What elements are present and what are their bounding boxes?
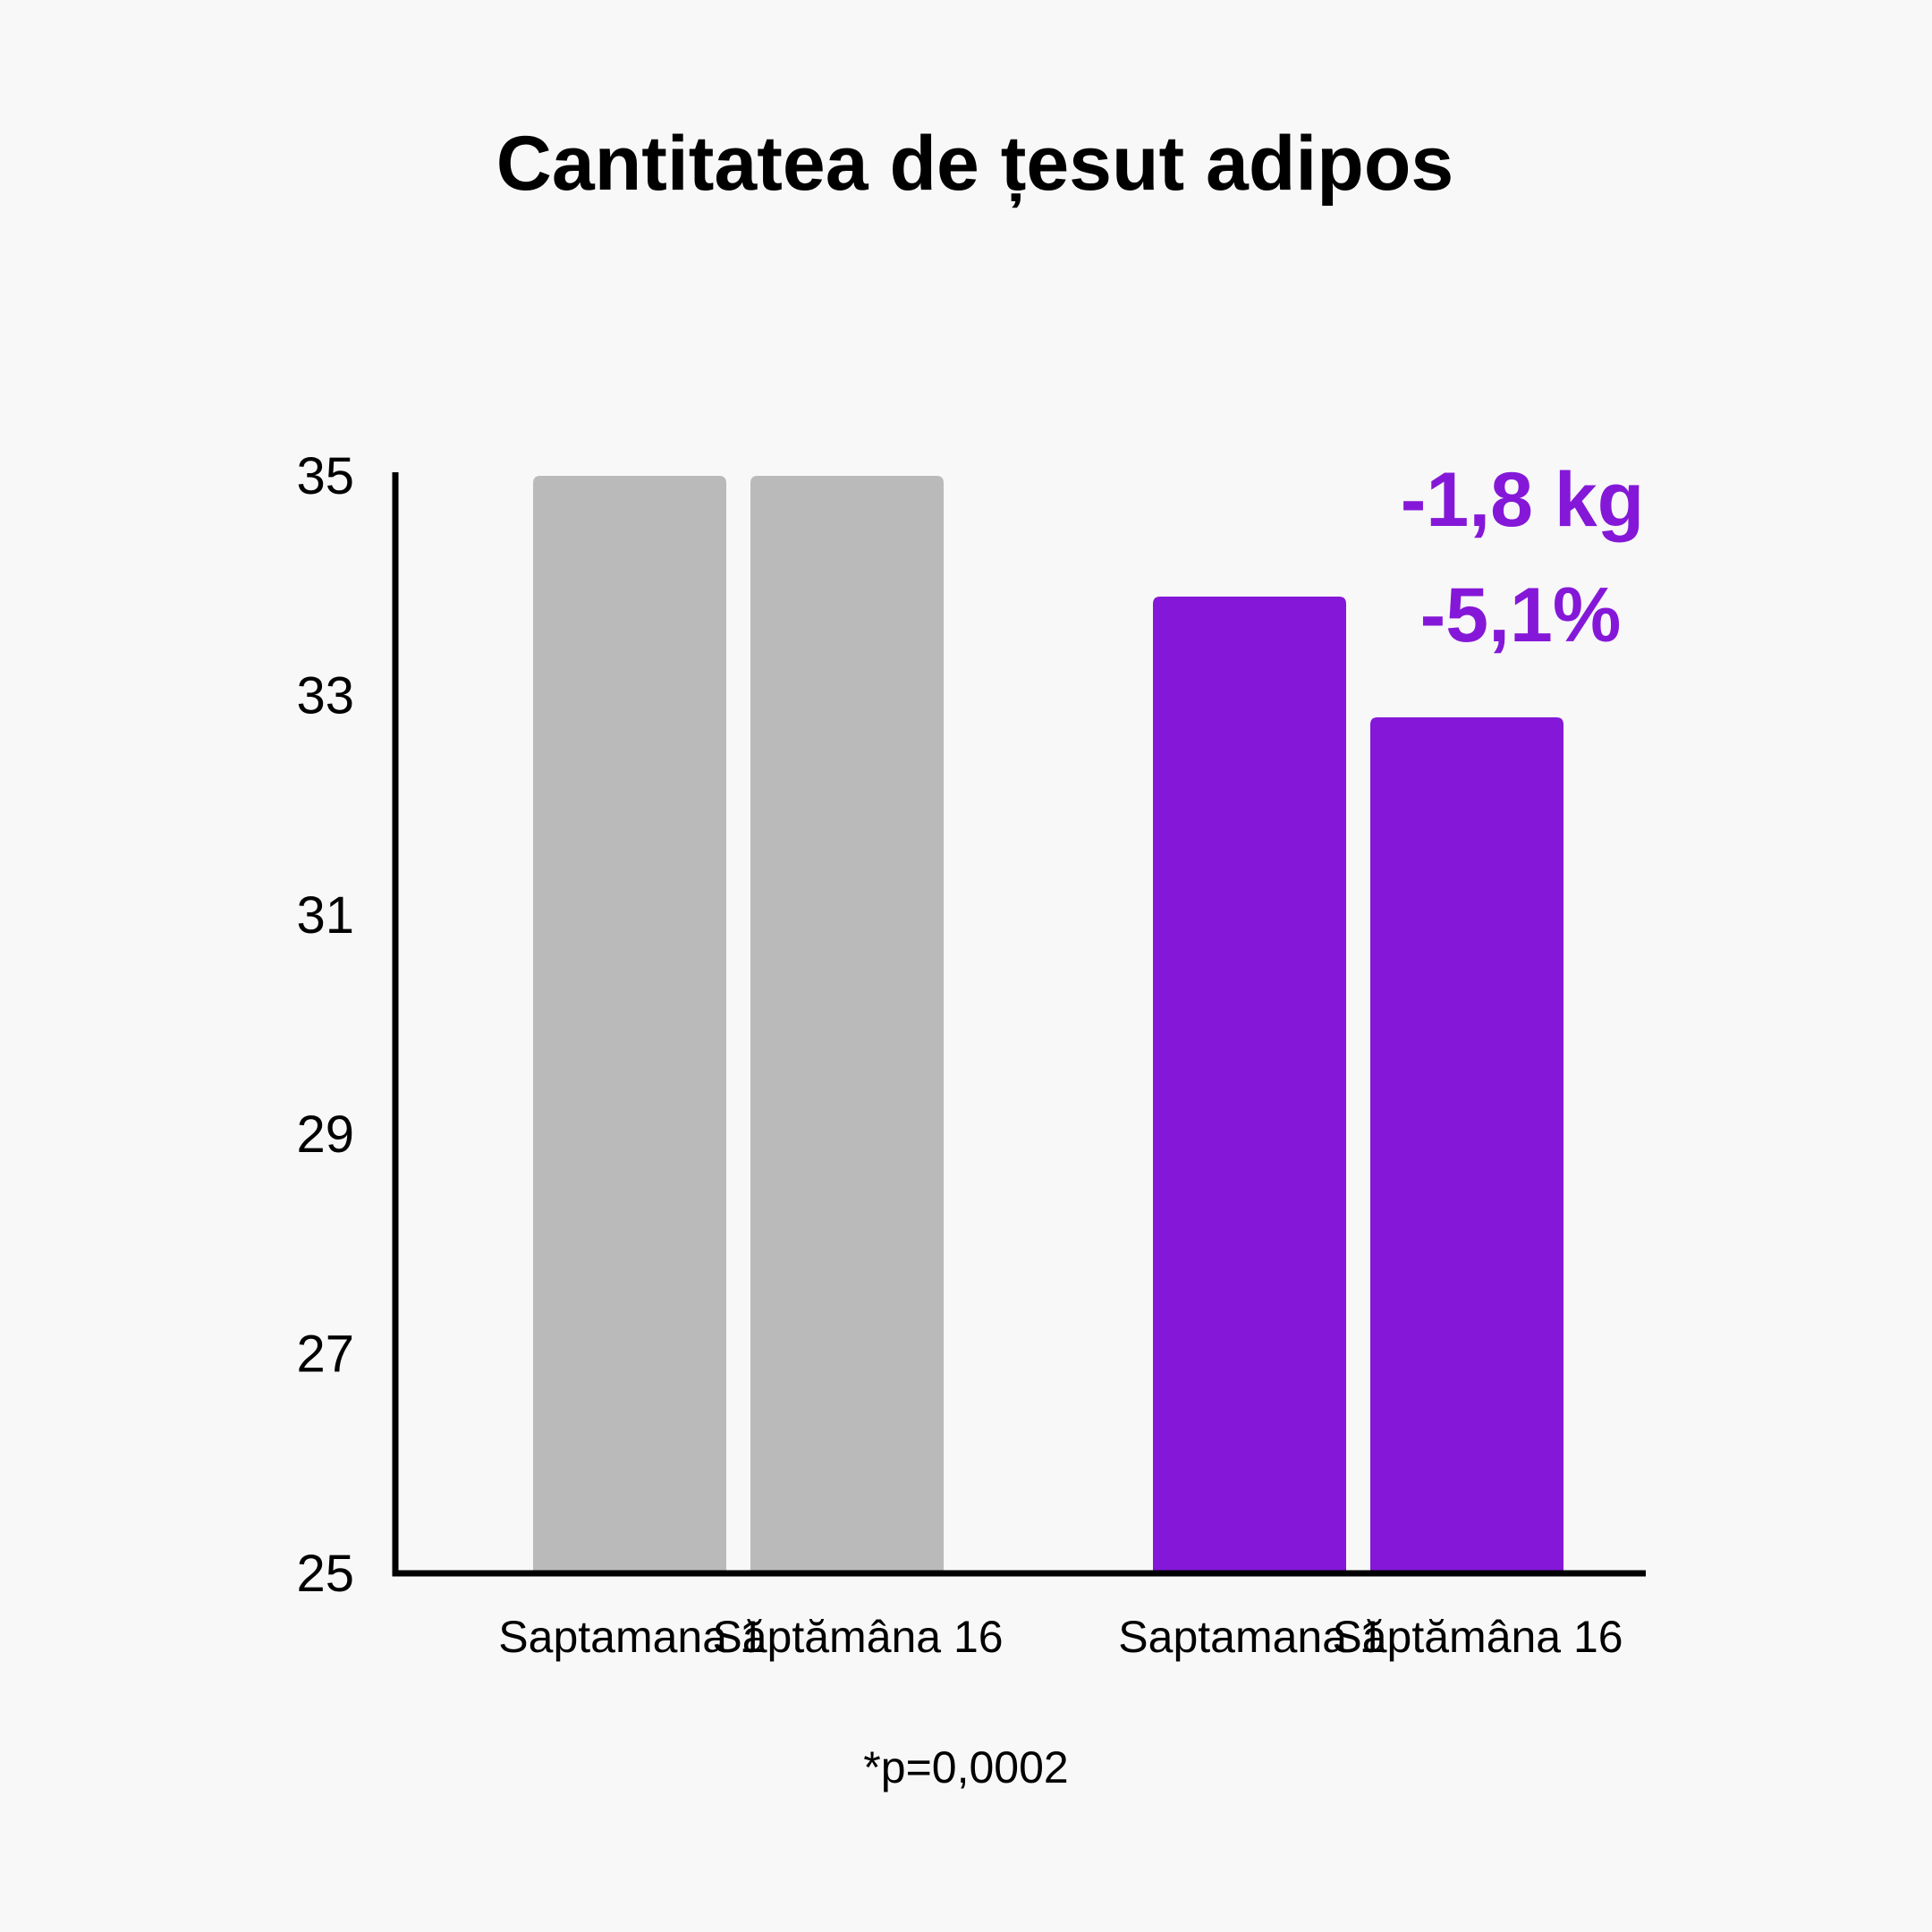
bar-group1-week1 <box>533 476 726 1573</box>
bars <box>533 476 1563 1573</box>
bar-group2-week16 <box>1370 716 1563 1573</box>
y-tick-label: 35 <box>296 447 354 505</box>
y-tick-label: 25 <box>296 1545 354 1603</box>
footnote: *p=0,0002 <box>863 1742 1068 1792</box>
annotation-percent: -5,1% <box>1420 572 1622 658</box>
x-tick-label: Săptămâna 16 <box>712 1612 1003 1662</box>
x-tick-label: Săptămâna 16 <box>1332 1612 1623 1662</box>
y-tick-label: 33 <box>296 666 354 724</box>
x-tick-label: Saptamana 1 <box>1118 1612 1384 1662</box>
y-axis-ticks: 25 27 29 31 33 35 <box>296 447 354 1603</box>
bar-group1-week16 <box>750 476 944 1573</box>
bar-group2-week1 <box>1153 596 1346 1573</box>
y-tick-label: 31 <box>296 886 354 945</box>
x-tick-label: Saptamana 1 <box>498 1612 764 1662</box>
y-tick-label: 29 <box>296 1106 354 1164</box>
annotation-kg: -1,8 kg <box>1401 457 1644 543</box>
chart-title: Cantitatea de țesut adipos <box>496 121 1453 208</box>
y-tick-label: 27 <box>296 1326 354 1384</box>
